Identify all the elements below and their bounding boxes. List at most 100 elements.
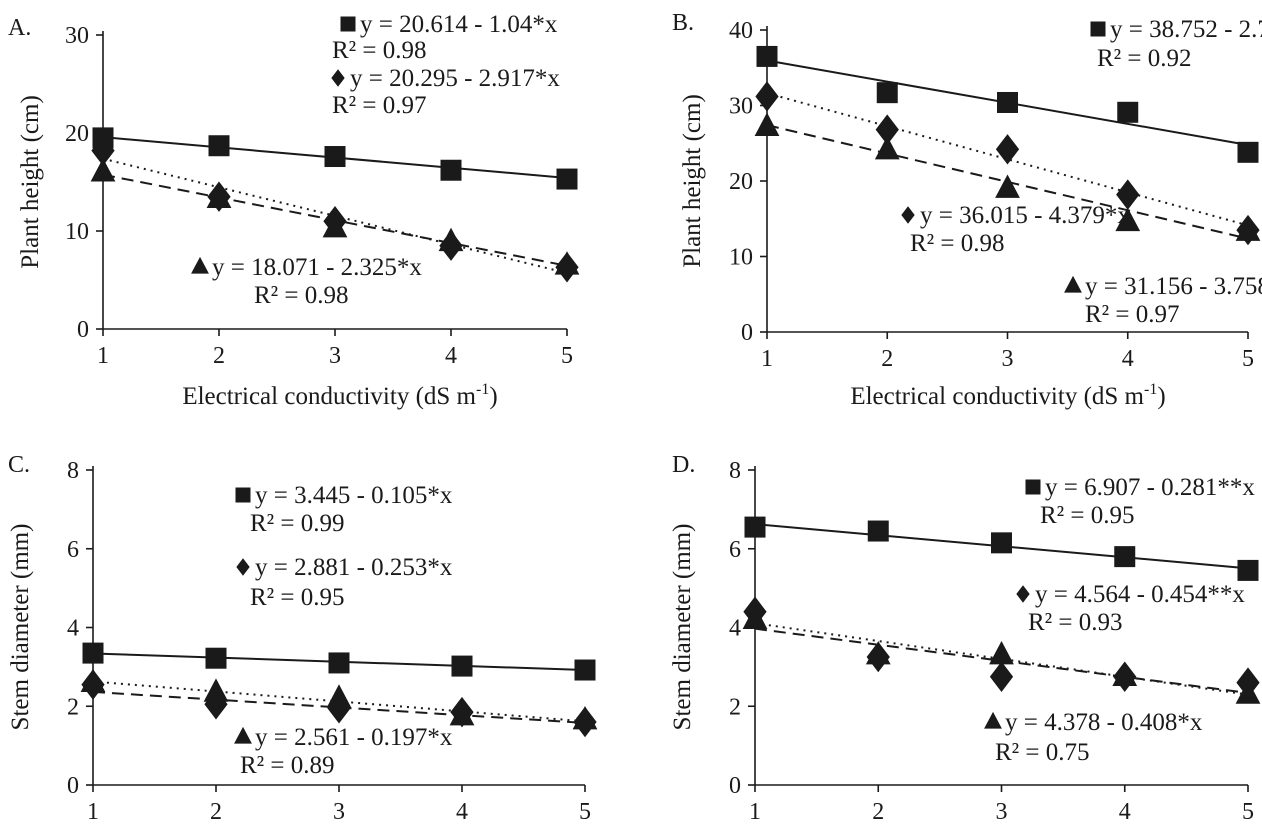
legend-marker bbox=[901, 206, 915, 224]
r-squared-text: R² = 0.95 bbox=[1040, 502, 1135, 529]
equation-text: y = 38.752 - 2.796*x bbox=[1110, 16, 1262, 43]
x-tick-label: 1 bbox=[97, 343, 109, 369]
equation-label: y = 2.881 - 0.253*x R² = 0.95 bbox=[236, 554, 453, 611]
series-square: y = 3.445 - 0.105*xR² = 0.99 bbox=[82, 482, 596, 681]
data-point bbox=[742, 605, 768, 629]
data-point bbox=[82, 642, 104, 664]
equation-label: y = 20.295 - 2.917*xR² = 0.97 bbox=[331, 65, 560, 119]
data-point bbox=[754, 112, 780, 136]
data-point bbox=[328, 652, 350, 674]
y-tick-label: 20 bbox=[65, 121, 89, 147]
x-tick-label: 5 bbox=[1242, 799, 1254, 825]
data-point bbox=[867, 520, 889, 542]
equation-text: y = 2.881 - 0.253*x bbox=[255, 554, 453, 581]
legend-marker bbox=[191, 256, 209, 274]
series-diamond: y = 2.881 - 0.253*x R² = 0.95 bbox=[81, 554, 597, 738]
series-square: y = 38.752 - 2.796*xR² = 0.92 bbox=[756, 16, 1262, 163]
panel-label: C. bbox=[8, 452, 30, 478]
y-tick-label: 20 bbox=[729, 169, 753, 195]
x-tick-label: 2 bbox=[872, 799, 884, 825]
x-tick-label: 4 bbox=[1119, 799, 1131, 825]
x-axis-label-sup: -1 bbox=[1144, 381, 1157, 398]
series-diamond: y = 36.015 - 4.379*xR² = 0.98 bbox=[755, 81, 1260, 257]
legend-marker bbox=[984, 711, 1002, 729]
legend-marker bbox=[1064, 275, 1082, 293]
series-triangle: y = 18.071 - 2.325*xR² = 0.98 bbox=[90, 158, 580, 309]
y-tick-label: 2 bbox=[67, 694, 79, 720]
chart-panel: B. 0 10 20 30 40 1 2 3 4 5 Plant height (cm) Electri… bbox=[672, 10, 1262, 410]
equation-label: y = 4.378 - 0.408*x R² = 0.75 bbox=[984, 709, 1203, 766]
r-squared-text: R² = 0.75 bbox=[995, 739, 1090, 766]
data-point bbox=[1235, 680, 1261, 704]
series-diamond: y = 4.564 - 0.454**xR² = 0.93 bbox=[743, 581, 1260, 698]
r-squared-text: R² = 0.95 bbox=[250, 584, 345, 611]
data-point bbox=[1114, 546, 1136, 568]
x-tick-label: 5 bbox=[561, 343, 573, 369]
data-point bbox=[556, 168, 578, 190]
data-point bbox=[438, 227, 464, 252]
y-axis-label: Plant height (cm) bbox=[17, 95, 44, 269]
y-tick-label: 8 bbox=[67, 458, 79, 484]
chart-panel: D. 0 2 4 6 8 1 2 3 4 5 Stem diameter (mm) y = 6.907 … bbox=[669, 452, 1261, 825]
y-tick-label: 30 bbox=[65, 23, 89, 49]
equation-text: y = 3.445 - 0.105*x bbox=[255, 482, 453, 509]
data-point bbox=[874, 135, 900, 160]
r-squared-text: R² = 0.89 bbox=[240, 752, 335, 779]
equation-label: y = 6.907 - 0.281**xR² = 0.95 bbox=[1025, 474, 1255, 529]
y-axis-label: Stem diameter (mm) bbox=[669, 524, 696, 731]
legend-marker bbox=[1090, 21, 1106, 37]
y-tick-label: 10 bbox=[729, 245, 753, 271]
equation-text: y = 4.564 - 0.454**x bbox=[1035, 581, 1245, 608]
r-squared-text: R² = 0.92 bbox=[1097, 45, 1192, 72]
data-point bbox=[449, 702, 475, 726]
r-squared-text: R² = 0.98 bbox=[332, 37, 427, 64]
data-point bbox=[451, 655, 473, 677]
y-axis-label: Plant height (cm) bbox=[679, 94, 706, 268]
equation-label: y = 36.015 - 4.379*xR² = 0.98 bbox=[901, 202, 1130, 257]
x-tick-label: 2 bbox=[881, 346, 893, 372]
data-point bbox=[744, 516, 766, 538]
series-triangle: y = 4.378 - 0.408*x R² = 0.75 bbox=[742, 605, 1261, 766]
x-tick-label: 1 bbox=[749, 799, 761, 825]
data-point bbox=[1115, 207, 1141, 232]
equation-text: y = 6.907 - 0.281**x bbox=[1045, 474, 1255, 501]
legend-marker bbox=[236, 558, 250, 576]
data-point bbox=[991, 532, 1012, 554]
equation-label: y = 20.614 - 1.04*xR² = 0.98 bbox=[332, 11, 558, 64]
x-tick-label: 5 bbox=[1242, 346, 1254, 372]
equation-label: y = 2.561 - 0.197*xR² = 0.89 bbox=[234, 724, 453, 779]
data-point bbox=[208, 135, 230, 157]
equation-text: y = 20.295 - 2.917*x bbox=[350, 65, 560, 92]
y-tick-label: 10 bbox=[65, 219, 89, 245]
x-tick-label: 4 bbox=[456, 799, 468, 825]
data-point bbox=[1237, 141, 1259, 163]
legend-marker bbox=[340, 16, 356, 32]
data-point bbox=[1117, 101, 1139, 123]
x-tick-label: 4 bbox=[445, 343, 457, 369]
data-point bbox=[1112, 662, 1138, 687]
equation-text: y = 18.071 - 2.325*x bbox=[212, 254, 422, 281]
chart-panel: A. 0 10 20 30 1 2 3 4 5 Plant height (cm) Electrica… bbox=[8, 11, 580, 410]
data-point bbox=[995, 174, 1020, 198]
chart-panel: C. 0 2 4 6 8 1 2 3 4 5 Stem diameter (mm) y = 3.445 … bbox=[7, 452, 598, 825]
y-tick-label: 30 bbox=[729, 94, 753, 120]
x-tick-label: 2 bbox=[213, 343, 225, 369]
y-tick-label: 8 bbox=[729, 458, 741, 484]
series-triangle: y = 31.156 - 3.758*xR² = 0.97 bbox=[754, 112, 1262, 328]
x-tick-label: 1 bbox=[761, 346, 773, 372]
x-tick-label: 3 bbox=[996, 799, 1008, 825]
x-axis-label-main: Electrical conductivity (dS m bbox=[850, 383, 1144, 410]
equation-text: y = 2.561 - 0.197*x bbox=[255, 724, 453, 751]
data-point bbox=[322, 213, 348, 238]
data-point bbox=[80, 668, 106, 692]
series-triangle: y = 2.561 - 0.197*xR² = 0.89 bbox=[80, 668, 598, 779]
x-tick-label: 3 bbox=[1002, 346, 1014, 372]
equation-text: y = 36.015 - 4.379*x bbox=[920, 202, 1130, 229]
equation-label: y = 38.752 - 2.796*xR² = 0.92 bbox=[1090, 16, 1262, 72]
r-squared-text: R² = 0.98 bbox=[254, 282, 349, 309]
x-tick-label: 4 bbox=[1122, 346, 1134, 372]
data-point bbox=[995, 134, 1020, 165]
x-tick-label: 3 bbox=[329, 343, 341, 369]
legend-marker bbox=[234, 726, 252, 744]
